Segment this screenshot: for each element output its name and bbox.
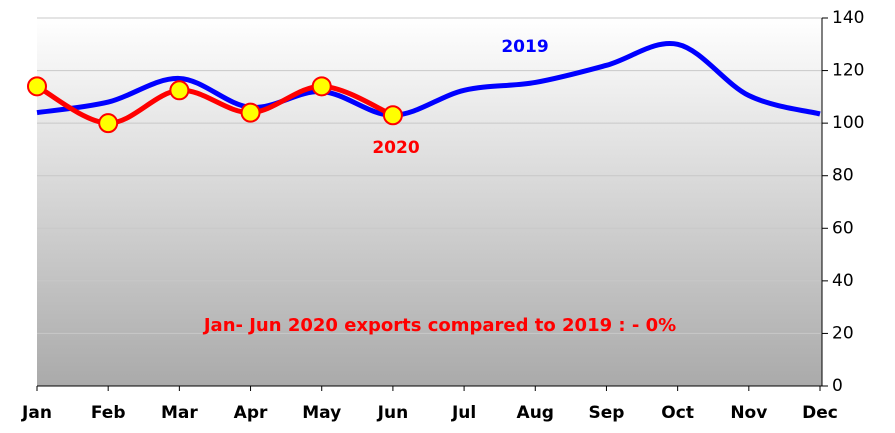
x-tick-label: Sep bbox=[588, 403, 624, 423]
y-tick-label: 40 bbox=[832, 271, 854, 291]
marker bbox=[98, 113, 119, 134]
x-tick-label: Oct bbox=[661, 403, 694, 423]
marker bbox=[169, 80, 190, 101]
series-label: 2019 bbox=[501, 37, 548, 57]
series-label: 2020 bbox=[372, 138, 419, 158]
marker bbox=[27, 76, 47, 97]
y-tick-label: 20 bbox=[832, 323, 854, 343]
x-tick-label: Nov bbox=[730, 403, 767, 423]
marker bbox=[311, 76, 332, 97]
annotation: Jan- Jun 2020 exports compared to 2019 :… bbox=[202, 315, 676, 336]
y-tick-label: 60 bbox=[832, 218, 854, 238]
x-tick-label: Feb bbox=[91, 403, 126, 423]
x-tick-label: Jun bbox=[377, 403, 409, 423]
x-tick-label: Aug bbox=[517, 403, 554, 423]
x-tick-label: May bbox=[302, 403, 341, 423]
x-tick-label: Apr bbox=[234, 403, 268, 423]
y-tick-label: 100 bbox=[832, 113, 864, 133]
x-tick-label: Mar bbox=[161, 403, 198, 423]
y-tick-label: 120 bbox=[832, 61, 864, 81]
series-line bbox=[36, 40, 821, 118]
y-tick-label: 80 bbox=[832, 166, 854, 186]
marker bbox=[240, 102, 261, 123]
x-tick-label: Dec bbox=[802, 403, 838, 423]
y-tick-label: 0 bbox=[832, 376, 843, 396]
y-tick-label: 140 bbox=[832, 8, 864, 28]
x-tick-label: Jul bbox=[451, 403, 476, 423]
marker bbox=[382, 105, 403, 126]
x-tick-label: Jan bbox=[21, 403, 52, 423]
